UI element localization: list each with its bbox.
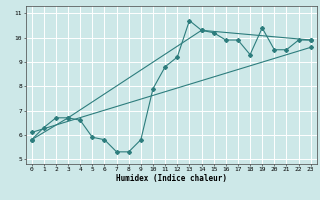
X-axis label: Humidex (Indice chaleur): Humidex (Indice chaleur) — [116, 174, 227, 183]
